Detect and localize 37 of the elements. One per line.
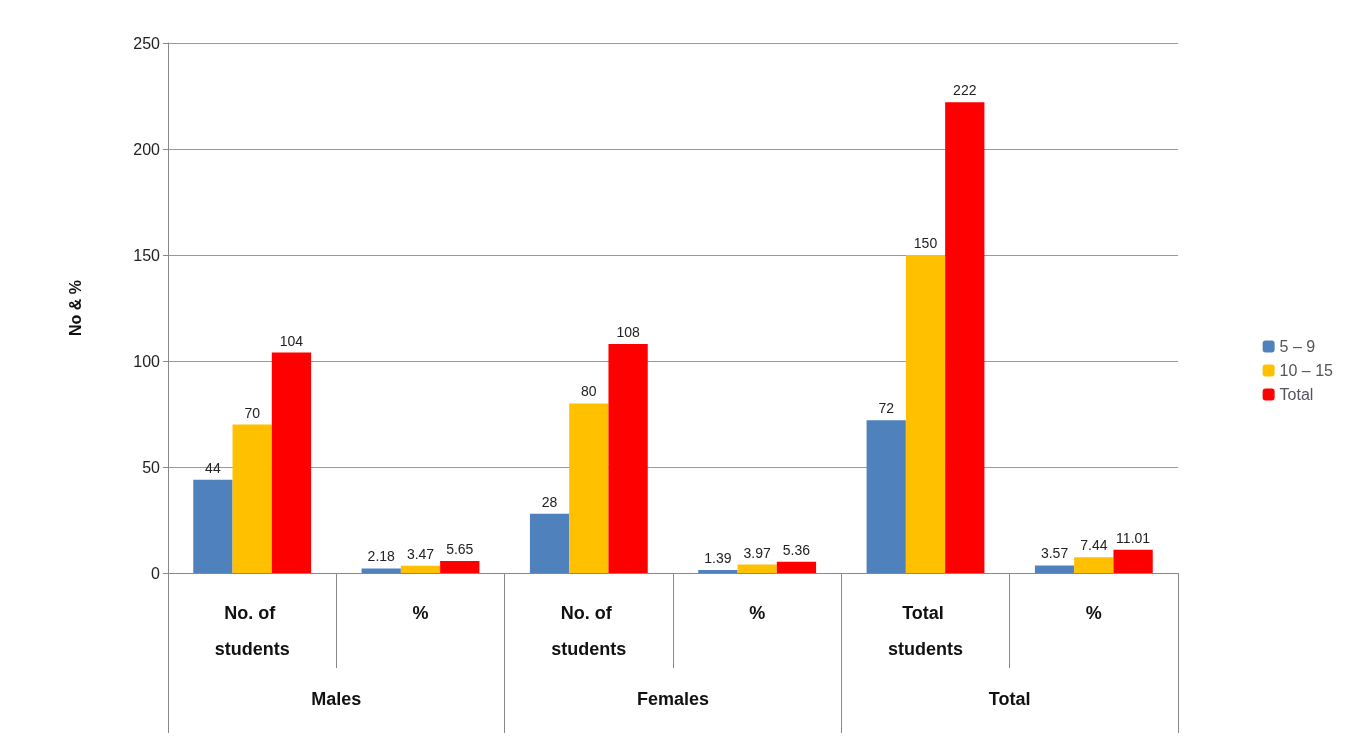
y-tick-label: 50 [142, 458, 161, 476]
x-tick-label: % [749, 603, 766, 623]
data-label: 28 [541, 493, 558, 510]
legend-label: Total [1279, 386, 1314, 403]
y-tick-label: 150 [133, 246, 161, 264]
text: Females [636, 689, 710, 709]
y-tick-label: 0 [151, 564, 161, 582]
x-tick-label: No. of students [214, 603, 290, 659]
y-tick-label: 200 [133, 140, 161, 158]
data-label: 2.18 [367, 548, 396, 565]
data-label: 3.47 [406, 545, 435, 562]
data-label: 150 [913, 235, 938, 251]
data-label: 3.57 [1040, 545, 1069, 562]
data-label: 70 [244, 404, 261, 421]
legend-label: 10 – 15 [1279, 362, 1334, 379]
data-label: 222 [953, 82, 977, 99]
data-label: 7.44 [1080, 537, 1108, 554]
x-tick-label: No. of students [551, 603, 627, 659]
data-label: 80 [581, 383, 597, 400]
text: Total [988, 689, 1031, 709]
y-tick-label: 250 [133, 34, 161, 52]
data-label: 5.65 [446, 541, 474, 558]
x-tick-label: % [412, 603, 429, 623]
legend-label: 5 – 9 [1279, 338, 1316, 355]
data-label: 5.36 [782, 541, 811, 558]
x-tick-label: Total students [887, 603, 964, 659]
data-label: 11.01 [1116, 529, 1151, 546]
y-tick-label: 100 [133, 352, 161, 370]
data-label: 104 [279, 332, 304, 349]
text: Males [311, 689, 362, 709]
data-label: 108 [616, 324, 640, 341]
data-label: 72 [878, 400, 895, 417]
x-tick-label: % [1085, 603, 1102, 623]
data-label: 3.97 [743, 544, 771, 561]
data-label: 1.39 [704, 550, 732, 567]
data-label: 44 [205, 459, 221, 476]
y-axis-title: No & % [66, 280, 84, 336]
